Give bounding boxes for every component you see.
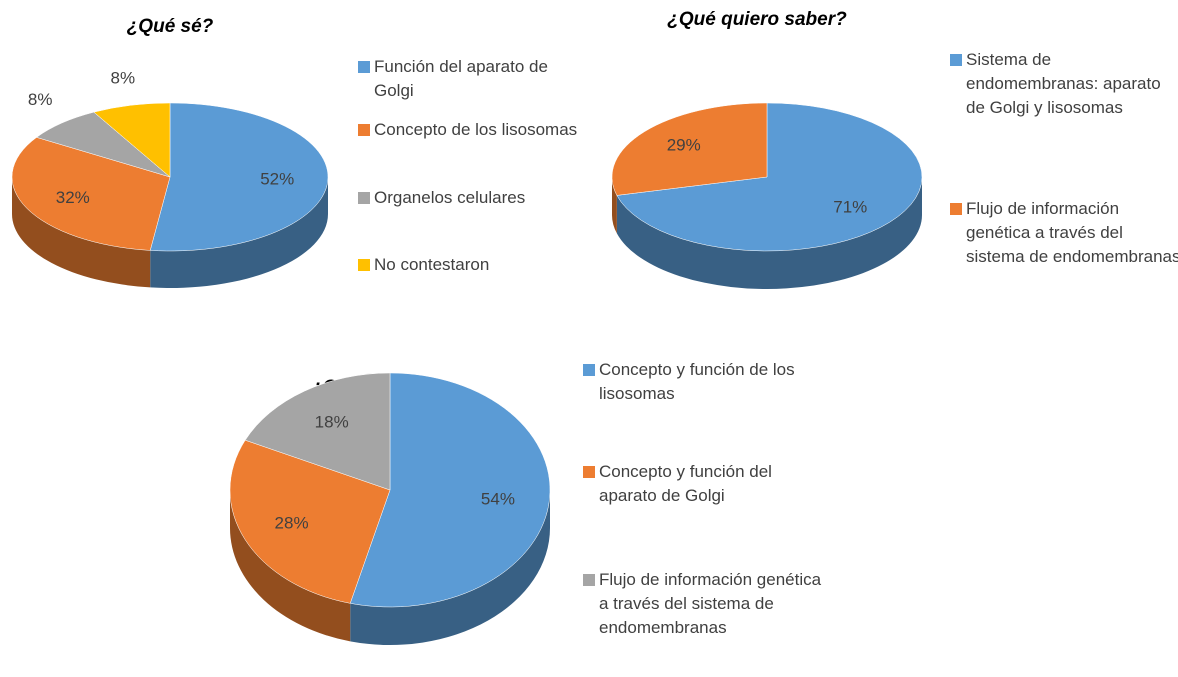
data-label: 71% — [833, 197, 867, 216]
legend-item: Concepto y función de los lisosomas — [583, 358, 824, 406]
pie-side — [612, 177, 617, 234]
pie-side — [230, 490, 351, 642]
pie-slice — [611, 102, 768, 196]
legend-item: Organelos celulares — [358, 186, 579, 210]
pie-slice — [149, 102, 329, 252]
legend-label: Concepto de los lisosomas — [374, 120, 578, 139]
legend-label: Sistema de endomembranas: aparato de Gol… — [966, 50, 1161, 117]
data-label: 52% — [260, 170, 294, 189]
pie-side — [616, 177, 922, 289]
legend-swatch — [358, 259, 370, 271]
data-label: 8% — [28, 90, 53, 109]
legend-item: Concepto y función del aparato de Golgi — [583, 460, 824, 508]
data-label: 18% — [315, 412, 349, 431]
data-label: 32% — [56, 188, 90, 207]
legend-label: No contestaron — [374, 255, 490, 274]
legend-swatch — [950, 54, 962, 66]
legend-item: Sistema de endomembranas: aparato de Gol… — [950, 48, 1178, 120]
legend-item: Función del aparato de Golgi — [358, 55, 579, 103]
chart-title: ¿Qué quiero saber? — [667, 9, 847, 30]
legend-item: Flujo de información genética a través d… — [950, 197, 1178, 269]
legend-label: Función del aparato de Golgi — [374, 57, 548, 100]
pie-slice — [93, 102, 171, 178]
pie-side — [12, 177, 151, 288]
data-label: 29% — [667, 136, 701, 155]
legend-item: Flujo de información genética a través d… — [583, 568, 824, 640]
pie-side — [350, 490, 550, 645]
chart-title: ¿Qué sé? — [127, 16, 214, 37]
legend-label: Organelos celulares — [374, 188, 526, 207]
pie-slice — [11, 137, 171, 251]
pie-side — [150, 177, 328, 288]
legend-item: Concepto de los lisosomas — [358, 118, 579, 142]
legend-swatch — [950, 203, 962, 215]
pie-slice — [349, 372, 551, 608]
legend-label: Concepto y función de los lisosomas — [599, 360, 795, 403]
data-label: 8% — [111, 68, 136, 87]
pie-slice — [616, 102, 923, 252]
data-label: 54% — [481, 489, 515, 508]
legend-item: No contestaron — [358, 253, 579, 277]
legend-swatch — [583, 466, 595, 478]
pie-slice — [244, 372, 391, 491]
data-label: 28% — [275, 513, 309, 532]
legend-swatch — [358, 192, 370, 204]
legend-label: Flujo de información genética a través d… — [966, 199, 1178, 266]
pie-slice — [229, 439, 391, 604]
legend-label: Flujo de información genética a través d… — [599, 570, 822, 637]
legend-swatch — [358, 61, 370, 73]
legend-swatch — [583, 364, 595, 376]
legend-label: Concepto y función del aparato de Golgi — [599, 462, 772, 505]
legend-swatch — [583, 574, 595, 586]
legend-swatch — [358, 124, 370, 136]
